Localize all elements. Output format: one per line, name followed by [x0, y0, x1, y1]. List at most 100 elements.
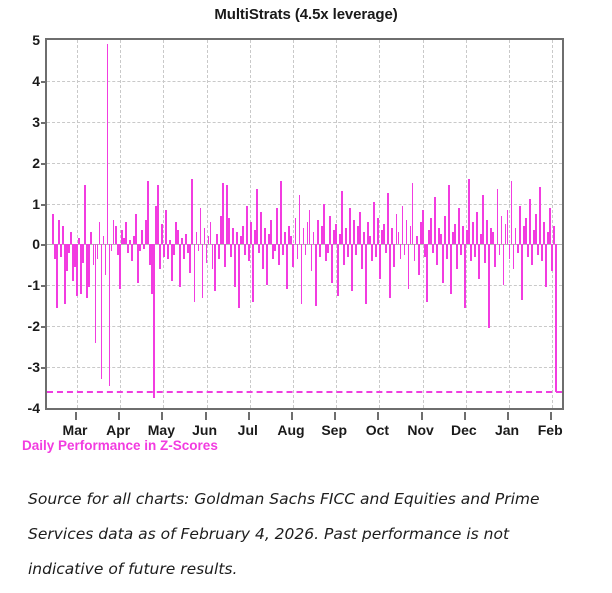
bar — [524, 217, 527, 245]
bar — [322, 203, 325, 245]
plot-inner: 2025 2026 — [47, 40, 562, 408]
bar — [294, 217, 297, 245]
bar — [393, 244, 396, 267]
bar — [518, 205, 521, 245]
bar — [409, 226, 412, 245]
bar — [118, 244, 121, 290]
bar — [397, 232, 400, 245]
chart-title: MultiStrats (4.5x leverage) — [214, 6, 398, 23]
bar — [298, 195, 301, 245]
gridline-x — [379, 40, 381, 408]
bar — [138, 244, 141, 251]
x-tick-mark — [463, 412, 466, 420]
bar — [98, 221, 101, 245]
bar — [508, 244, 511, 259]
bar — [264, 228, 266, 245]
threshold-line — [47, 390, 562, 393]
bar — [288, 226, 291, 245]
bar — [450, 244, 452, 294]
bar — [462, 226, 464, 245]
bar — [435, 244, 438, 265]
bar — [126, 244, 129, 253]
bar — [488, 244, 491, 329]
bar — [114, 226, 117, 245]
bar — [217, 244, 220, 259]
bar — [326, 244, 329, 253]
bar — [280, 181, 283, 245]
bar — [522, 226, 525, 245]
y-tick-mark — [41, 121, 47, 124]
bar — [379, 244, 382, 280]
x-tick-label: Dec — [450, 422, 477, 438]
bar — [496, 189, 499, 245]
bar — [395, 213, 398, 245]
bar — [284, 232, 287, 245]
bar — [302, 228, 305, 245]
bar — [149, 244, 151, 265]
bar — [175, 221, 178, 245]
bar — [82, 244, 85, 263]
bar — [431, 244, 434, 253]
bar — [167, 244, 170, 259]
gridline-y — [47, 203, 562, 205]
x-tick-mark — [507, 412, 509, 420]
bar — [268, 234, 271, 245]
bar — [94, 244, 97, 343]
bar — [203, 228, 206, 245]
bar — [520, 244, 523, 300]
x-tick-mark — [161, 412, 164, 420]
x-tick-label: Sep — [321, 422, 348, 438]
bar — [330, 244, 333, 284]
bar — [78, 238, 81, 245]
bar — [173, 244, 176, 255]
x-tick-label: Jun — [192, 422, 218, 438]
bar — [407, 244, 410, 290]
bar — [504, 224, 507, 245]
bar — [413, 244, 416, 261]
bar — [478, 244, 481, 280]
bar — [128, 240, 131, 245]
bar — [231, 228, 234, 245]
x-tick-label: Feb — [537, 422, 563, 438]
bar — [207, 236, 210, 245]
bar — [411, 183, 414, 245]
bar — [215, 234, 218, 245]
gridline-y — [47, 80, 562, 82]
bar — [143, 244, 145, 249]
bar — [316, 219, 319, 245]
bar — [132, 236, 135, 245]
bar — [229, 244, 232, 257]
bar — [492, 232, 495, 245]
bar — [318, 244, 321, 257]
bar — [161, 224, 163, 245]
bar — [237, 244, 240, 308]
bar — [423, 244, 426, 257]
y-tick-label: 1 — [32, 195, 40, 212]
bar — [429, 217, 432, 245]
bar — [80, 244, 83, 294]
bar — [136, 244, 139, 284]
x-tick-mark — [550, 412, 553, 420]
bar — [56, 244, 58, 308]
bar — [179, 244, 182, 288]
bar — [490, 228, 493, 245]
bar — [189, 244, 192, 274]
x-tick-mark — [204, 412, 207, 420]
x-tick-label: Nov — [407, 422, 434, 438]
bar — [340, 191, 343, 245]
bar — [375, 244, 378, 257]
y-tick-label: -3 — [27, 359, 40, 376]
bar — [227, 217, 230, 245]
bar — [191, 179, 194, 245]
bar — [100, 244, 103, 380]
bar — [332, 230, 335, 245]
gridline-x — [163, 40, 165, 408]
gridline-x — [293, 40, 294, 408]
x-tick-mark — [420, 412, 423, 420]
bar — [417, 244, 420, 276]
axis-subtitle: Daily Performance in Z-Scores — [22, 438, 218, 453]
bar — [250, 221, 252, 245]
y-tick-label: -2 — [27, 318, 40, 335]
y-tick-label: 0 — [32, 236, 40, 253]
bar — [241, 226, 244, 245]
